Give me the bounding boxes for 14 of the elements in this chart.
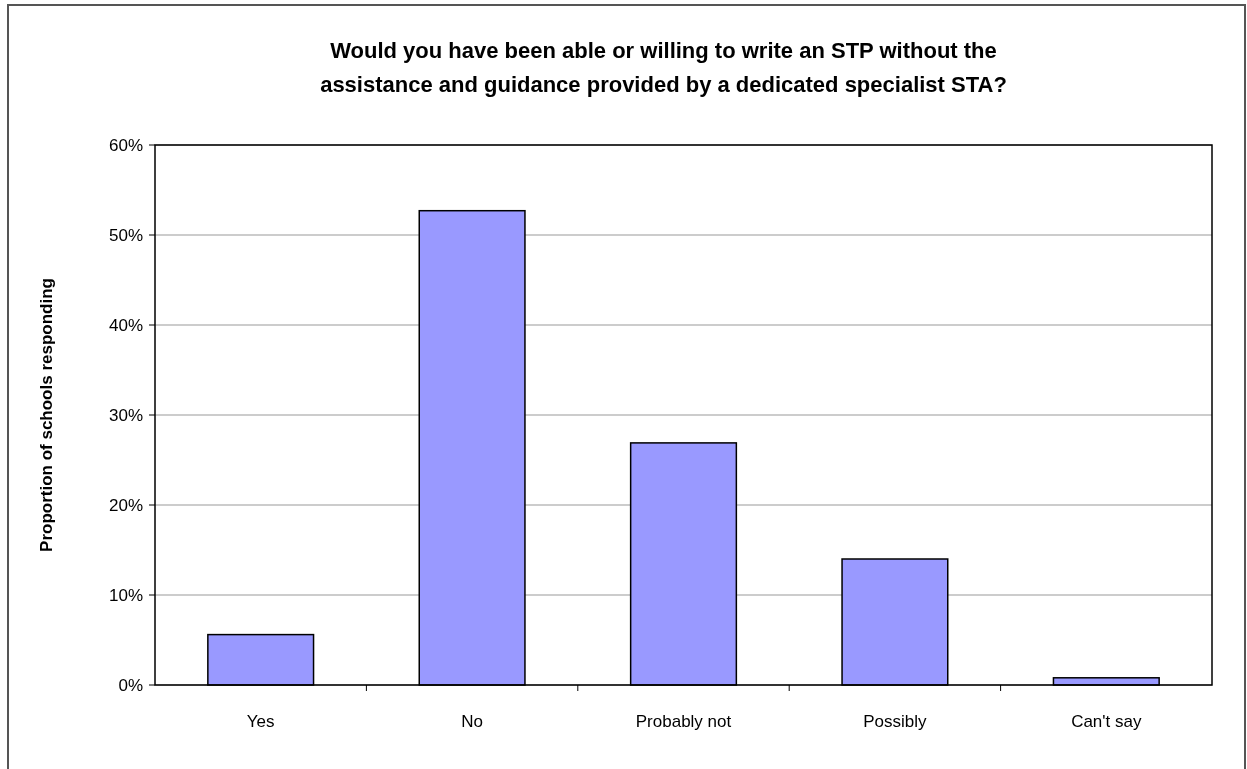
y-tick-label: 40% xyxy=(108,315,143,335)
y-tick-label: 50% xyxy=(108,225,143,245)
y-tick-label: 20% xyxy=(108,495,143,515)
x-tick-label: Can't say xyxy=(1071,712,1142,731)
y-tick-label: 30% xyxy=(108,405,143,425)
y-tick-label: 10% xyxy=(108,585,143,605)
x-tick-label: Possibly xyxy=(863,712,928,731)
x-tick-label: Probably not xyxy=(635,712,732,731)
x-tick-label: No xyxy=(461,712,483,731)
y-tick-label: 60% xyxy=(108,135,143,155)
x-tick-label: Yes xyxy=(246,712,275,731)
y-tick-label: 0% xyxy=(118,675,143,695)
y-axis-title: Proportion of schools responding xyxy=(37,278,56,552)
chart-title: Would you have been able or willing to write an STP without the assistance and guidance provided by a dedicated specialist STA? xyxy=(320,38,1007,97)
